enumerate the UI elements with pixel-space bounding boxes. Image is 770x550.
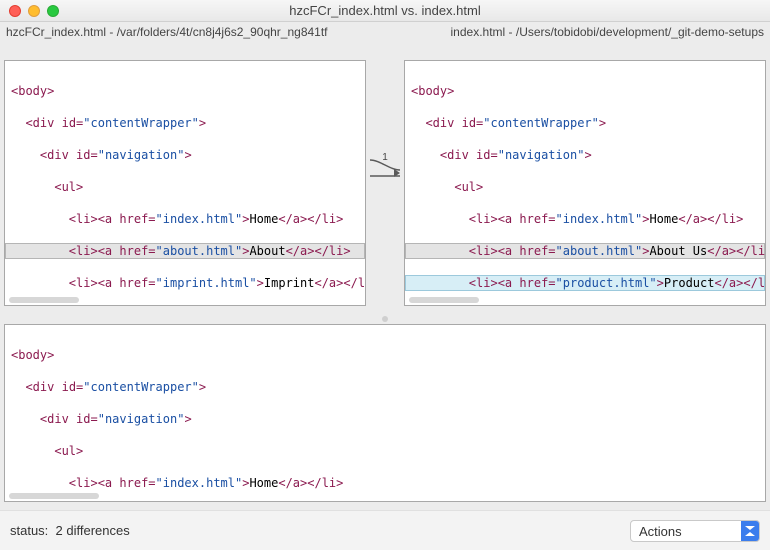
actions-dropdown-label: Actions — [631, 521, 741, 541]
code-line: <body> — [11, 347, 759, 363]
code-line: <ul> — [11, 179, 359, 195]
code-line: <div id="navigation"> — [11, 411, 759, 427]
code-line: <ul> — [411, 179, 759, 195]
close-icon[interactable] — [9, 5, 21, 17]
diff-count-badge: 1 — [382, 152, 388, 163]
status-label: status: — [10, 523, 48, 538]
code-line: <li><a href="about.html">About</a></li> — [5, 243, 365, 259]
merged-code-panel[interactable]: <body> <div id="contentWrapper"> <div id… — [4, 324, 766, 502]
diff-top: <body> <div id="contentWrapper"> <div id… — [0, 42, 770, 314]
code-line: <div id="contentWrapper"> — [11, 115, 359, 131]
splitter-handle[interactable] — [0, 314, 770, 324]
left-code-panel[interactable]: <body> <div id="contentWrapper"> <div id… — [4, 60, 366, 306]
code-line: <li><a href="product.html">Product</a></… — [405, 275, 765, 291]
code-line: <div id="contentWrapper"> — [11, 379, 759, 395]
actions-dropdown[interactable]: Actions — [630, 520, 760, 542]
right-code-panel[interactable]: <body> <div id="contentWrapper"> <div id… — [404, 60, 766, 306]
code-line: <div id="navigation"> — [11, 147, 359, 163]
minimize-icon[interactable] — [28, 5, 40, 17]
right-file-path: index.html - /Users/tobidobi/development… — [385, 22, 770, 42]
left-file-path: hzcFCr_index.html - /var/folders/4t/cn8j… — [0, 22, 385, 42]
left-scrollbar-horizontal[interactable] — [9, 297, 79, 303]
code-line: <li><a href="about.html">About Us</a></l… — [405, 243, 765, 259]
diff-bottom: <body> <div id="contentWrapper"> <div id… — [0, 324, 770, 510]
code-line: <body> — [411, 83, 759, 99]
code-line: <body> — [11, 83, 359, 99]
code-line: <li><a href="index.html">Home</a></li> — [411, 211, 759, 227]
merged-scrollbar-horizontal[interactable] — [9, 493, 99, 499]
code-line: <li><a href="index.html">Home</a></li> — [11, 475, 759, 491]
chevron-down-icon — [741, 521, 759, 541]
statusbar: status: 2 differences Actions — [0, 510, 770, 550]
diff-gutter: 1 — [370, 42, 400, 314]
merged-code: <body> <div id="contentWrapper"> <div id… — [5, 325, 765, 502]
right-scrollbar-horizontal[interactable] — [409, 297, 479, 303]
code-line: <li><a href="index.html">Home</a></li> — [11, 211, 359, 227]
path-row: hzcFCr_index.html - /var/folders/4t/cn8j… — [0, 22, 770, 42]
code-line: <div id="contentWrapper"> — [411, 115, 759, 131]
grip-icon — [382, 316, 388, 322]
code-line: <ul> — [11, 443, 759, 459]
code-line: <div id="navigation"> — [411, 147, 759, 163]
code-line: <li><a href="imprint.html">Imprint</a></… — [11, 275, 359, 291]
left-code: <body> <div id="contentWrapper"> <div id… — [5, 61, 365, 306]
diff-connector: 1 — [370, 152, 400, 184]
window-title: hzcFCr_index.html vs. index.html — [0, 3, 770, 18]
right-code: <body> <div id="contentWrapper"> <div id… — [405, 61, 765, 306]
window-titlebar: hzcFCr_index.html vs. index.html — [0, 0, 770, 22]
zoom-icon[interactable] — [47, 5, 59, 17]
traffic-lights — [9, 5, 59, 17]
status-value: 2 differences — [56, 523, 130, 538]
